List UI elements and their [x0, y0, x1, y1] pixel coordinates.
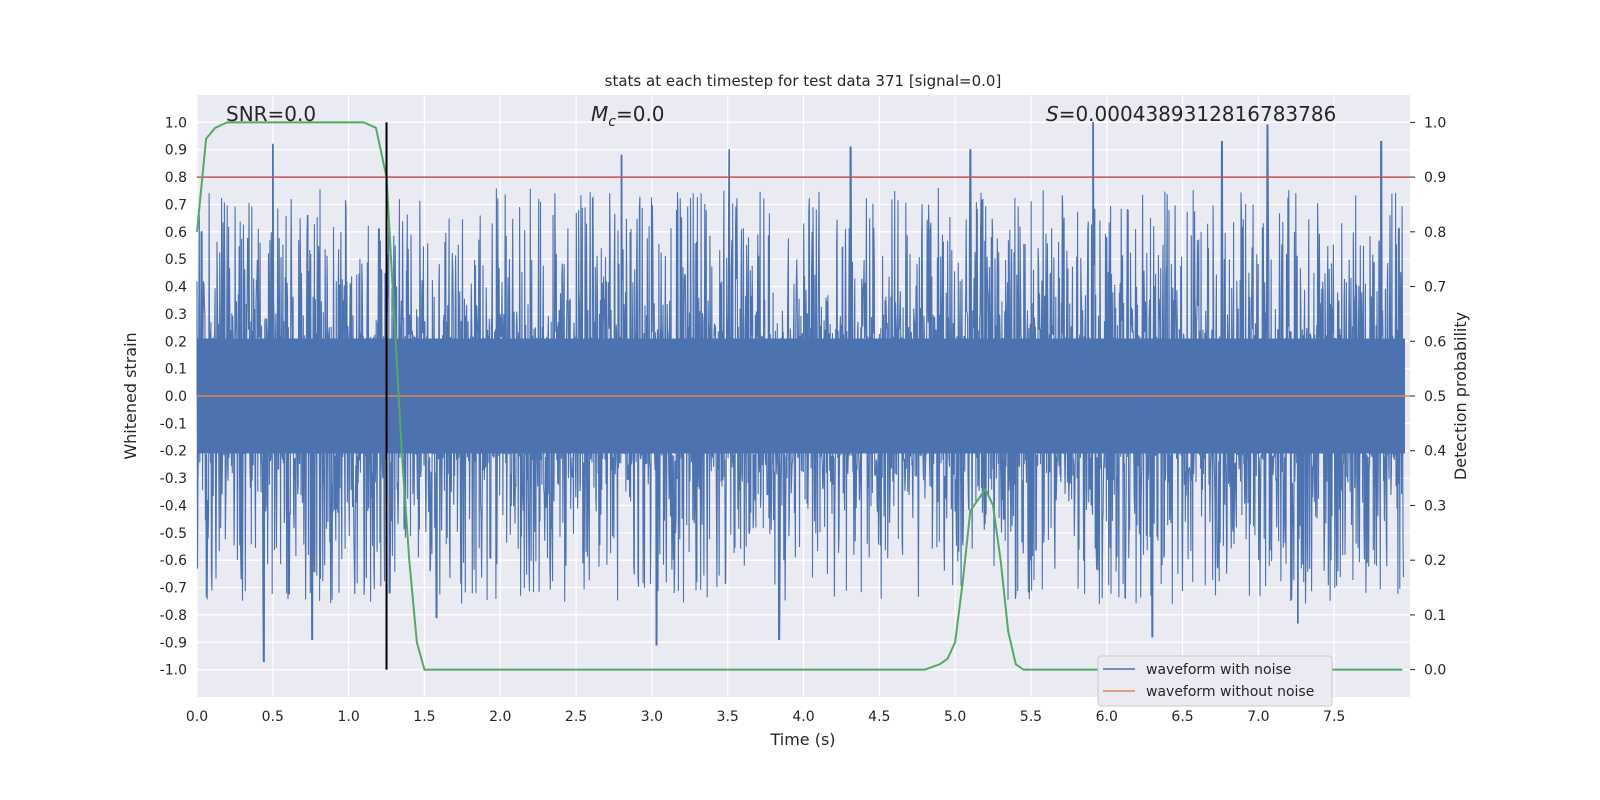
y-tick-label: -0.7 — [160, 581, 187, 597]
y-axis-label: Whitened strain — [121, 332, 140, 459]
x-tick-label: 1.5 — [413, 709, 435, 725]
y2-tick-label: 0.7 — [1424, 280, 1446, 296]
annotation-snr: SNR=0.0 — [226, 102, 316, 126]
y-tick-label: -0.2 — [160, 444, 187, 460]
y-tick-label: 1.0 — [165, 115, 187, 131]
y-tick-label: -1.0 — [160, 663, 187, 679]
x-axis-label: Time (s) — [769, 730, 835, 749]
y-tick-label: 0.6 — [165, 225, 187, 241]
y-tick-label: 0.7 — [165, 197, 187, 213]
y-tick-label: 0.8 — [165, 170, 187, 186]
y2-tick-label: 0.0 — [1424, 663, 1446, 679]
y-tick-label: -0.1 — [160, 416, 187, 432]
y-tick-label: -0.5 — [160, 526, 187, 542]
y2-tick-label: 0.2 — [1424, 553, 1446, 569]
x-tick-label: 0.5 — [262, 709, 284, 725]
x-tick-label: 3.0 — [641, 709, 663, 725]
y-tick-label: -0.9 — [160, 635, 187, 651]
legend-label-clean: waveform without noise — [1146, 684, 1314, 700]
y2-tick-label: 0.6 — [1424, 334, 1446, 350]
y2-tick-label: 0.1 — [1424, 608, 1446, 624]
x-tick-label: 4.0 — [792, 709, 814, 725]
y2-tick-label: 0.8 — [1424, 225, 1446, 241]
legend: waveform with noise waveform without noi… — [1097, 655, 1333, 707]
annotation-s: S=0.0004389312816783786 — [1046, 102, 1336, 126]
annotation-chirp-mass: Mc=0.0 — [591, 102, 665, 130]
x-tick-label: 2.0 — [489, 709, 511, 725]
y2-tick-label: 0.4 — [1424, 444, 1446, 460]
series-lines — [196, 121, 1410, 671]
legend-label-noise: waveform with noise — [1146, 662, 1291, 678]
x-tick-label: 2.5 — [565, 709, 587, 725]
x-tick-label: 6.0 — [1096, 709, 1118, 725]
series-detection-probability — [196, 121, 1403, 671]
y-tick-label: -0.6 — [160, 553, 187, 569]
x-tick-label: 5.5 — [1020, 709, 1042, 725]
noise-trace — [196, 121, 1405, 662]
y-axis-right-ticks: 1.0 0.9 0.8 0.7 0.6 0.5 0.4 0.3 0.2 0.1 0.0 — [1410, 115, 1446, 679]
y-tick-label: 0.0 — [165, 389, 187, 405]
x-axis-ticks: 0.0 0.5 1.0 1.5 2.0 2.5 3.0 3.5 4.0 4.5 5.0 5.5 6.0 6… — [186, 709, 1345, 725]
y-tick-label: 0.1 — [165, 362, 187, 378]
x-tick-label: 5.0 — [944, 709, 966, 725]
y-tick-label: 0.9 — [165, 143, 187, 159]
x-tick-label: 6.5 — [1171, 709, 1193, 725]
y2-tick-label: 0.3 — [1424, 498, 1446, 514]
x-tick-label: 1.0 — [337, 709, 359, 725]
x-tick-label: 3.5 — [717, 709, 739, 725]
x-tick-label: 0.0 — [186, 709, 208, 725]
y-tick-label: -0.3 — [160, 471, 187, 487]
chart-title: stats at each timestep for test data 371… — [605, 72, 1002, 90]
y-axis-left-ticks: 1.0 0.9 0.8 0.7 0.6 0.5 0.4 0.3 0.2 0.1 0.0 -0.1 -0.… — [160, 115, 187, 678]
y2-tick-label: 1.0 — [1424, 115, 1446, 131]
x-tick-label: 7.0 — [1247, 709, 1269, 725]
y-tick-label: -0.4 — [160, 498, 187, 514]
y2-tick-label: 0.9 — [1424, 170, 1446, 186]
y-tick-label: 0.5 — [165, 252, 187, 268]
y-tick-label: 0.2 — [165, 334, 187, 350]
y-tick-label: 0.3 — [165, 307, 187, 323]
y2-tick-label: 0.5 — [1424, 389, 1446, 405]
y2-axis-label: Detection probability — [1451, 312, 1470, 480]
x-tick-label: 7.5 — [1323, 709, 1345, 725]
y-tick-label: 0.4 — [165, 280, 187, 296]
y-tick-label: -0.8 — [160, 608, 187, 624]
x-tick-label: 4.5 — [868, 709, 890, 725]
